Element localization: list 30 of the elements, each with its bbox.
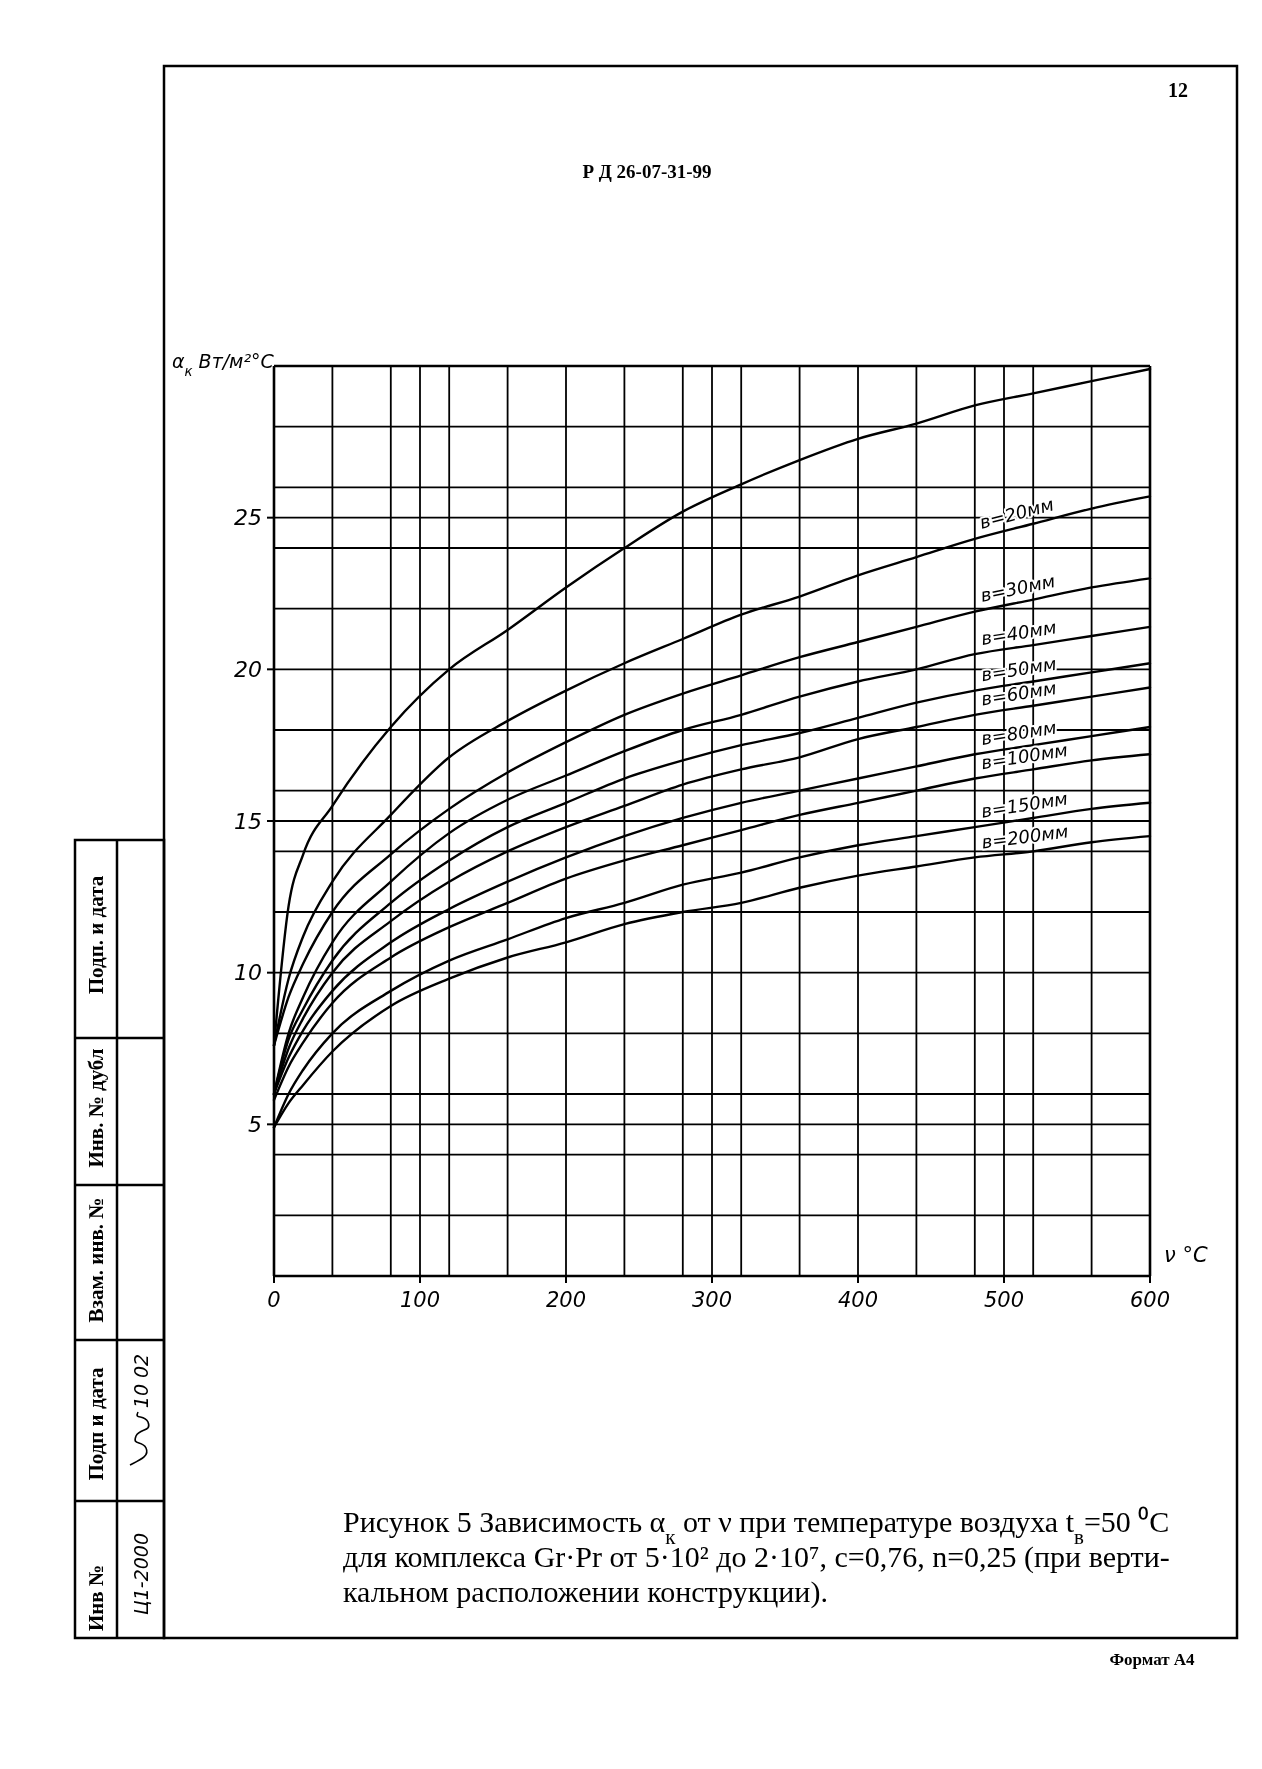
text: 12	[1168, 79, 1188, 101]
text: Подп. и дата	[84, 875, 109, 995]
text: Инв №	[84, 1564, 109, 1632]
text: Подп и дата	[84, 1366, 109, 1481]
text: Формат А4	[1109, 1650, 1196, 1669]
text: Рисунок 5 Зависимость α$_{к}$ от ν при температуре воздуха t$_{в}$=50 ⁰C для комплекса Gr·Pr от 5·10² до 2·10⁷, c=0,76, n=0,25 (при верти- кальном расположении конструкции).	[343, 1505, 1170, 1609]
x-tick-label: 100	[399, 1288, 441, 1312]
text: Ц1-2000	[129, 1532, 152, 1616]
text: в=150мм	[979, 787, 1070, 822]
text: Инв. № дубл	[84, 1048, 109, 1168]
text: Взам. инв. №	[84, 1197, 109, 1323]
x-tick-label: 300	[691, 1288, 733, 1312]
y-tick-label: 5	[248, 1112, 262, 1138]
y-axis-title: α$_{к}$ Вт/м²°C	[172, 350, 275, 379]
y-tick-label: 10	[234, 960, 262, 986]
text: Р Д 26-07-31-99	[582, 161, 712, 182]
y-tick-label: 15	[234, 808, 262, 834]
text: в=30мм	[978, 569, 1057, 606]
text: в=20мм	[977, 493, 1056, 533]
x-tick-label: 500	[983, 1288, 1025, 1312]
x-tick-label: 400	[837, 1288, 879, 1312]
text: в=40мм	[979, 616, 1058, 649]
text: 10 02	[129, 1353, 152, 1409]
x-tick-label: 600	[1129, 1288, 1171, 1312]
x-tick-label: 0	[267, 1288, 281, 1312]
y-tick-label: 20	[234, 657, 262, 683]
text: в=200мм	[980, 820, 1070, 853]
x-axis-title: ν °C	[1164, 1243, 1208, 1267]
x-tick-label: 200	[545, 1288, 587, 1312]
y-tick-label: 25	[234, 505, 262, 531]
